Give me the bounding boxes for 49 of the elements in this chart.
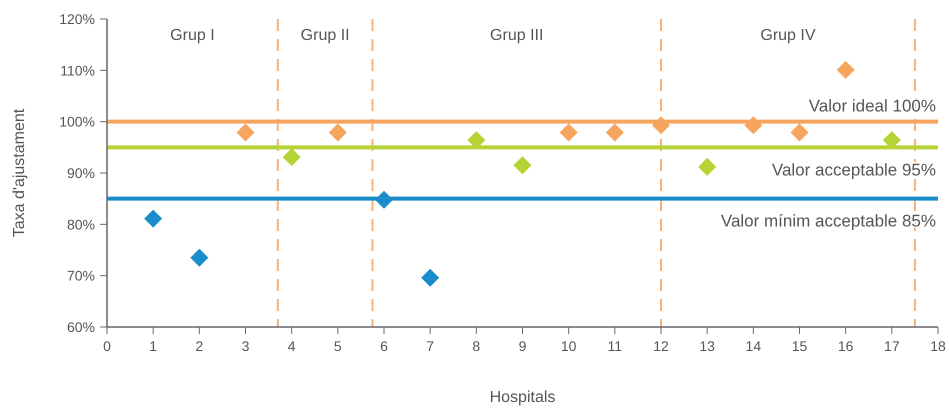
x-tick-label: 13: [699, 338, 716, 354]
annotation: Grup IV: [760, 27, 816, 44]
x-tick-label: 0: [103, 338, 112, 354]
y-tick-label: 80%: [66, 216, 95, 232]
point: [328, 123, 347, 142]
x-tick-label: 12: [653, 338, 669, 354]
point: [560, 123, 578, 142]
x-tick-label: 18: [930, 338, 946, 354]
x-tick-label: 11: [608, 338, 622, 354]
point: [190, 248, 208, 267]
point: [698, 158, 716, 176]
x-tick-label: 7: [426, 338, 434, 354]
y-axis-title: Taxa d'ajustament: [11, 108, 28, 238]
point: [514, 156, 532, 174]
annotation: Grup II: [300, 27, 350, 44]
x-tick-label: 6: [380, 338, 388, 354]
point: [790, 123, 808, 142]
x-tick-label: 4: [288, 338, 296, 354]
y-tick-label: 110%: [60, 62, 95, 78]
point: [375, 190, 393, 209]
y-tick-label: 100%: [59, 114, 95, 130]
y-tick-label: 60%: [66, 319, 95, 335]
ref-line-label: Valor acceptable 95%: [772, 160, 936, 180]
x-tick-label: 17: [884, 338, 900, 354]
point: [652, 116, 670, 134]
point: [836, 60, 855, 79]
point: [744, 116, 762, 134]
point: [606, 123, 624, 142]
x-axis-title: Hospitals: [490, 389, 556, 406]
annotation: Grup I: [170, 27, 215, 44]
point: [144, 210, 162, 228]
point: [282, 148, 301, 166]
x-tick-label: 3: [242, 338, 250, 354]
x-tick-label: 10: [560, 338, 577, 354]
y-tick-label: 70%: [66, 268, 95, 284]
x-tick-label: 1: [149, 338, 158, 354]
x-tick-label: 8: [472, 338, 480, 354]
x-tick-label: 16: [838, 338, 854, 354]
annotation: Grup III: [490, 27, 544, 44]
x-tick-label: 15: [792, 338, 808, 354]
ref-line-label: Valor mínim acceptable 85%: [720, 212, 936, 231]
point: [421, 268, 440, 287]
x-tick-label: 9: [518, 338, 527, 354]
x-tick-label: 14: [746, 338, 762, 354]
y-tick-label: 90%: [66, 165, 95, 181]
point: [236, 123, 254, 142]
x-tick-label: 5: [334, 338, 342, 354]
y-tick-label: 120%: [59, 11, 95, 27]
x-tick-label: 2: [195, 338, 204, 354]
